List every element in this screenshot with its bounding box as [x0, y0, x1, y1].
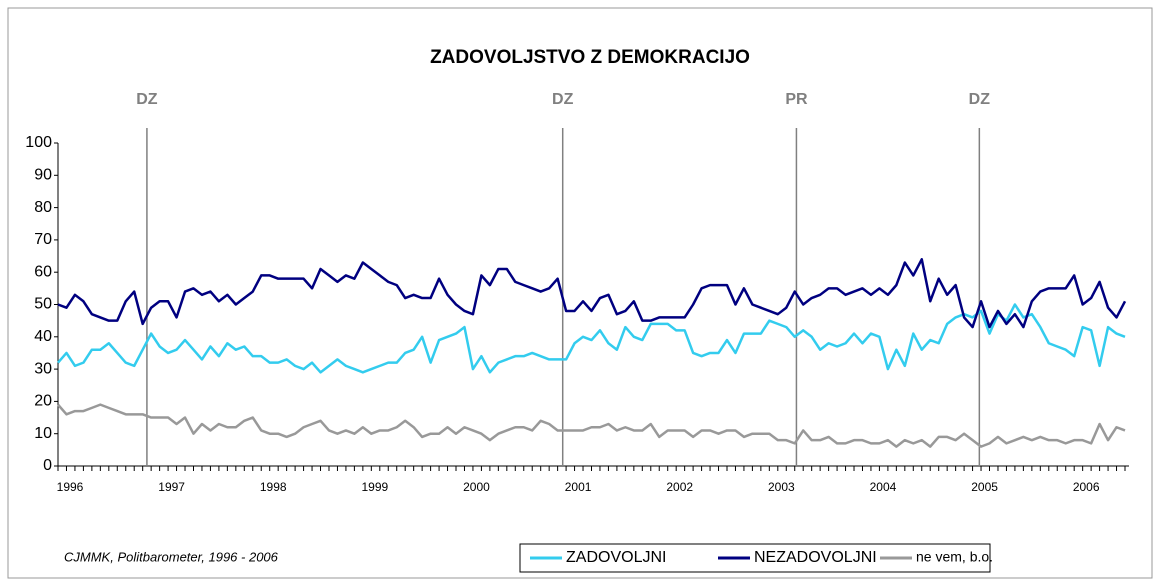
- legend-label: ne vem, b.o.: [916, 549, 993, 565]
- x-tick-label: 2000: [463, 480, 490, 494]
- legend-label: ZADOVOLJNI: [566, 549, 666, 566]
- event-label: DZ: [552, 91, 574, 108]
- y-tick-label: 80: [34, 199, 52, 216]
- x-tick-label: 2006: [1073, 480, 1100, 494]
- event-label: DZ: [136, 91, 158, 108]
- series-line: [57, 403, 1126, 448]
- y-tick-label: 20: [34, 393, 52, 410]
- x-tick-label: 1997: [158, 480, 185, 494]
- legend-label: NEZADOVOLJNI: [754, 549, 877, 566]
- x-tick-label: 2005: [971, 480, 998, 494]
- x-tick-label: 2001: [565, 480, 592, 494]
- x-tick-label: 1996: [57, 480, 84, 494]
- series-line: [57, 258, 1127, 329]
- x-tick-label: 1998: [260, 480, 287, 494]
- y-tick-label: 10: [34, 425, 52, 442]
- y-tick-label: 0: [43, 457, 52, 474]
- y-tick-label: 100: [25, 134, 52, 151]
- y-tick-label: 90: [34, 167, 52, 184]
- y-tick-label: 60: [34, 263, 52, 280]
- source-note: CJMMK, Politbarometer, 1996 - 2006: [64, 549, 279, 564]
- y-tick-label: 40: [34, 328, 52, 345]
- x-tick-label: 2004: [870, 480, 897, 494]
- event-label: DZ: [969, 91, 991, 108]
- x-tick-label: 2003: [768, 480, 795, 494]
- x-tick-label: 2002: [666, 480, 693, 494]
- event-label: PR: [785, 91, 808, 108]
- x-tick-label: 1999: [362, 480, 389, 494]
- y-tick-label: 70: [34, 231, 52, 248]
- y-tick-label: 50: [34, 296, 52, 313]
- y-tick-label: 30: [34, 360, 52, 377]
- chart-title: ZADOVOLJSTVO Z DEMOKRACIJO: [430, 47, 750, 68]
- series-line: [57, 303, 1126, 374]
